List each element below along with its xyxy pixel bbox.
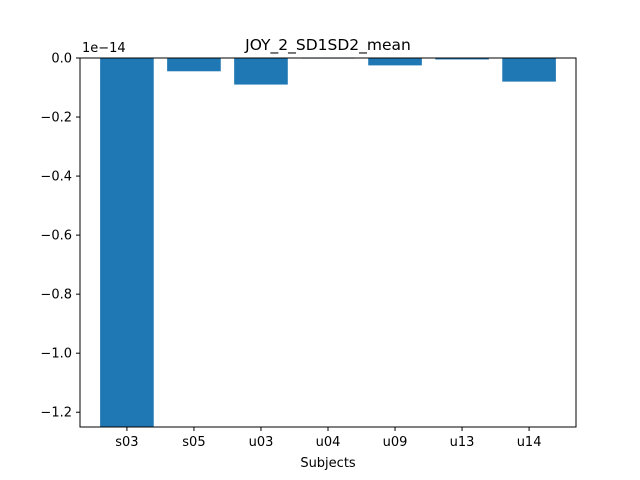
x-axis-ticks: s03 s05 u03 u04 u09 u13 u14 (115, 427, 541, 450)
x-tick-label: s05 (182, 435, 205, 450)
y-tick-label: −0.2 (40, 111, 72, 126)
y-axis-ticks: 0.0 −0.2 −0.4 −0.6 −0.8 −1.0 −1.2 (40, 52, 80, 421)
y-tick-label: −1.0 (40, 347, 72, 362)
y-tick-label: −0.6 (40, 229, 72, 244)
bar-u03 (234, 58, 288, 85)
x-tick-label: u09 (383, 435, 408, 450)
y-tick-label: 0.0 (51, 52, 72, 67)
x-tick-label: u13 (450, 435, 475, 450)
y-tick-label: −1.2 (40, 406, 72, 421)
bars-layer (100, 58, 556, 427)
bar-u13 (435, 58, 489, 60)
x-tick-label: u04 (316, 435, 341, 450)
x-tick-label: u03 (249, 435, 274, 450)
bar-u14 (502, 58, 556, 82)
bar-s03 (100, 58, 154, 427)
y-tick-label: −0.4 (40, 170, 72, 185)
bar-s05 (167, 58, 221, 72)
x-tick-label: s03 (115, 435, 138, 450)
chart-title: JOY_2_SD1SD2_mean (244, 36, 411, 55)
bar-u09 (368, 58, 422, 66)
y-axis-scale-label: 1e−14 (82, 41, 126, 56)
x-tick-label: u14 (517, 435, 542, 450)
y-tick-label: −0.8 (40, 288, 72, 303)
x-axis-label: Subjects (300, 456, 356, 471)
